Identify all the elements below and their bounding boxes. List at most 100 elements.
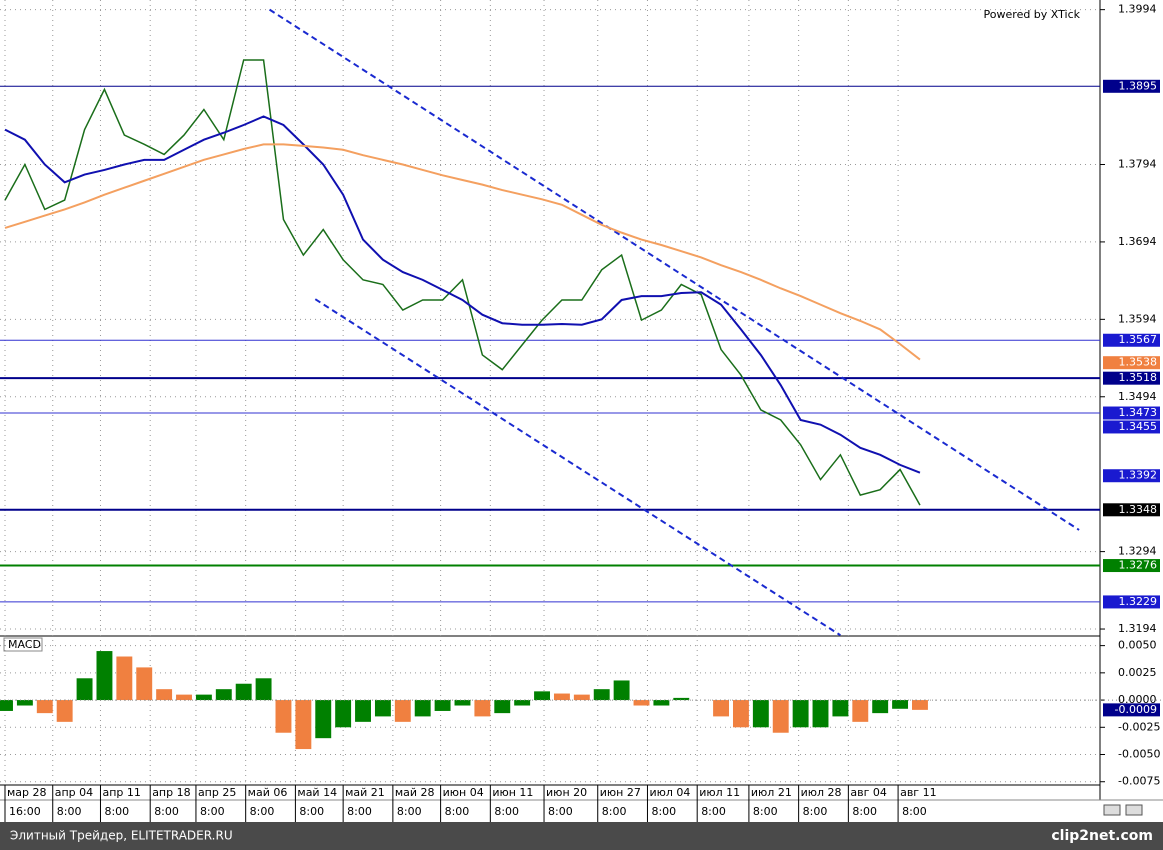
histogram-bar (116, 656, 133, 701)
time-label: 8:00 (250, 805, 275, 818)
time-label: 8:00 (902, 805, 927, 818)
histogram-bar (613, 680, 630, 701)
x-tick-label: июн 20 (546, 786, 587, 799)
background (0, 0, 1163, 822)
histogram-bar (792, 700, 809, 728)
price-label: 1.3518 (1119, 371, 1158, 384)
y-tick-label: 1.3494 (1118, 390, 1157, 403)
x-tick-label: июл 28 (801, 786, 842, 799)
time-label: 8:00 (200, 805, 225, 818)
time-label: 8:00 (397, 805, 422, 818)
price-label: 1.3567 (1119, 333, 1158, 346)
y-tick-label: 1.3994 (1118, 3, 1157, 16)
histogram-bar (394, 700, 411, 722)
x-tick-label: апр 25 (198, 786, 236, 799)
price-label: 1.3348 (1119, 503, 1158, 516)
time-label: 8:00 (299, 805, 324, 818)
panel-label-box (3, 637, 43, 652)
price-label-box (1103, 469, 1160, 483)
x-tick-label: май 28 (395, 786, 435, 799)
time-label: 8:00 (602, 805, 627, 818)
scroll-button[interactable] (1103, 804, 1121, 816)
histogram-bar (96, 651, 113, 701)
time-label: 8:00 (701, 805, 726, 818)
histogram-bar (832, 700, 849, 717)
histogram-bar (136, 667, 153, 701)
histogram-bar (673, 697, 690, 701)
histogram-bar (315, 700, 332, 739)
y-tick-label: 1.3194 (1118, 622, 1157, 635)
x-tick-label: авг 04 (850, 786, 887, 799)
price-label: 1.3538 (1119, 356, 1158, 369)
time-label: 8:00 (548, 805, 573, 818)
histogram-bar (892, 700, 909, 709)
histogram-bar (494, 700, 511, 714)
y-tick-label: 1.3294 (1118, 545, 1157, 558)
histogram-bar (295, 700, 312, 750)
histogram-bar (275, 700, 292, 733)
histogram-bar (732, 700, 749, 728)
price-label-box (1103, 595, 1160, 609)
x-tick-label: июн 04 (443, 786, 484, 799)
footer-bar (0, 822, 1163, 850)
histogram-bar (454, 700, 471, 706)
histogram-bar (255, 678, 272, 701)
histogram-bar (474, 700, 491, 717)
y-tick-label: 1.3594 (1118, 312, 1157, 325)
price-label-box (1103, 503, 1160, 517)
histogram-bar (553, 693, 570, 701)
x-tick-label: июн 11 (492, 786, 533, 799)
time-label: 8:00 (651, 805, 676, 818)
footer-right: clip2net.com (1051, 828, 1153, 844)
histogram-bar (852, 700, 869, 722)
x-tick-label: июл 21 (751, 786, 792, 799)
price-label-box (1103, 79, 1160, 93)
price-label-box (1103, 371, 1160, 385)
histogram-bar (355, 700, 371, 722)
histogram-bar (0, 700, 13, 711)
histogram-bar (374, 700, 391, 717)
x-tick-label: май 21 (345, 786, 385, 799)
y-tick-label: 0.0025 (1118, 666, 1157, 679)
trend-line (269, 8, 1080, 531)
histogram-bar (176, 694, 192, 701)
histogram-bar (414, 700, 431, 717)
x-tick-label: апр 04 (55, 786, 93, 799)
histogram-bar (534, 691, 550, 701)
price-label: 1.3392 (1119, 469, 1158, 482)
y-tick-label: 1.3794 (1118, 157, 1157, 170)
histogram-bar (16, 700, 33, 706)
histogram-bar (434, 700, 451, 711)
series-line (4, 143, 921, 361)
time-label: 8:00 (803, 805, 828, 818)
x-tick-label: июл 11 (699, 786, 740, 799)
histogram-bar (573, 694, 590, 701)
histogram-bar (713, 700, 730, 717)
price-label-box (1103, 356, 1160, 370)
histogram-bar (215, 689, 232, 701)
y-tick-label: 0.0050 (1118, 639, 1157, 652)
price-label: 1.3455 (1119, 420, 1158, 433)
price-label: 1.3276 (1119, 559, 1158, 572)
series-line (4, 115, 921, 474)
x-tick-label: май 06 (248, 786, 288, 799)
histogram-bar (56, 700, 73, 722)
histogram-bar (514, 700, 531, 706)
trend-line (314, 298, 841, 636)
footer-left: Элитный Трейдер, ELITETRADER.RU (10, 829, 233, 843)
x-tick-label: апр 18 (152, 786, 190, 799)
x-tick-label: июн 27 (600, 786, 641, 799)
time-label: 8:00 (57, 805, 82, 818)
macd-label-box (1103, 703, 1160, 717)
time-label: 8:00 (445, 805, 470, 818)
panel-label: MACD (8, 638, 41, 651)
scroll-button[interactable] (1125, 804, 1143, 816)
histogram-bar (633, 700, 650, 706)
time-label: 8:00 (104, 805, 129, 818)
time-label: 8:00 (753, 805, 778, 818)
price-label: 1.3895 (1119, 79, 1158, 92)
price-label-box (1103, 559, 1160, 573)
histogram-bar (235, 683, 252, 701)
price-label: 1.3473 (1119, 406, 1158, 419)
